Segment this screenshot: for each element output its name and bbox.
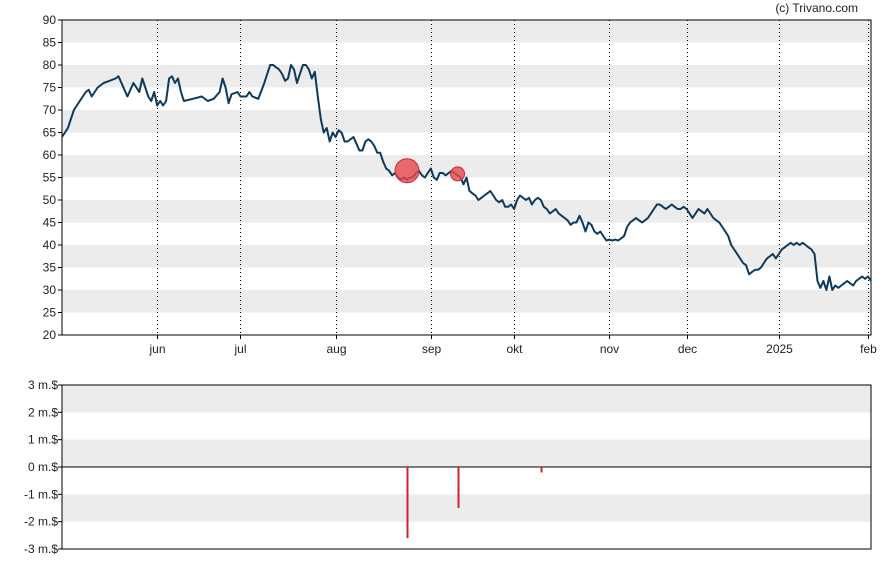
x-tick-label: okt xyxy=(506,342,523,356)
event-marker xyxy=(394,158,420,184)
x-tick-label: 2025 xyxy=(766,342,793,356)
y-tick-label: 40 xyxy=(43,238,57,252)
x-tick-label: aug xyxy=(326,342,346,356)
price-band xyxy=(62,290,871,313)
y-tick-label: 25 xyxy=(43,306,57,320)
y-tick-label: 55 xyxy=(43,171,57,185)
flow-band xyxy=(62,494,871,522)
y-tick-label: 20 xyxy=(43,328,57,342)
price-band xyxy=(62,200,871,223)
y-tick-label: 70 xyxy=(43,103,57,117)
event-marker xyxy=(450,166,466,182)
x-tick-label: nov xyxy=(600,342,619,356)
x-tick-label: feb xyxy=(860,342,877,356)
y-tick-label: 2 m.$ xyxy=(28,405,58,419)
price-band xyxy=(62,110,871,133)
x-tick-label: jul xyxy=(233,342,246,356)
price-band xyxy=(62,155,871,178)
y-tick-label: 1 m.$ xyxy=(28,433,58,447)
y-tick-label: 65 xyxy=(43,126,57,140)
y-tick-label: 35 xyxy=(43,261,57,275)
x-tick-label: jun xyxy=(148,342,165,356)
y-tick-label: 45 xyxy=(43,216,57,230)
y-tick-label: 3 m.$ xyxy=(28,378,58,392)
price-band xyxy=(62,20,871,43)
y-tick-label: 80 xyxy=(43,58,57,72)
x-tick-label: dec xyxy=(678,342,697,356)
y-tick-label: 0 m.$ xyxy=(28,460,58,474)
y-tick-label: 50 xyxy=(43,193,57,207)
x-tick-label: sep xyxy=(422,342,442,356)
price-line xyxy=(61,64,872,291)
flow-panel: -3 m.$ -2 m.$ -1 m.$ 0 m.$ 1 m.$ 2 m.$ 3 m.$ xyxy=(24,378,872,556)
price-panel: junjulaugsepoktnovdec2025febmrtapr202530… xyxy=(43,13,878,356)
y-tick-label: 90 xyxy=(43,13,57,27)
y-tick-label: -1 m.$ xyxy=(24,487,58,501)
flow-band xyxy=(62,439,871,467)
y-tick-label: 75 xyxy=(43,81,57,95)
copyright-label: (c) Trivano.com xyxy=(775,1,858,15)
price-band xyxy=(62,245,871,268)
price-band xyxy=(62,65,871,88)
y-tick-label: 60 xyxy=(43,148,57,162)
flow-band xyxy=(62,385,871,413)
y-tick-label: 30 xyxy=(43,283,57,297)
y-tick-label: -3 m.$ xyxy=(24,542,58,556)
y-tick-label: -2 m.$ xyxy=(24,515,58,529)
y-tick-label: 85 xyxy=(43,36,57,50)
